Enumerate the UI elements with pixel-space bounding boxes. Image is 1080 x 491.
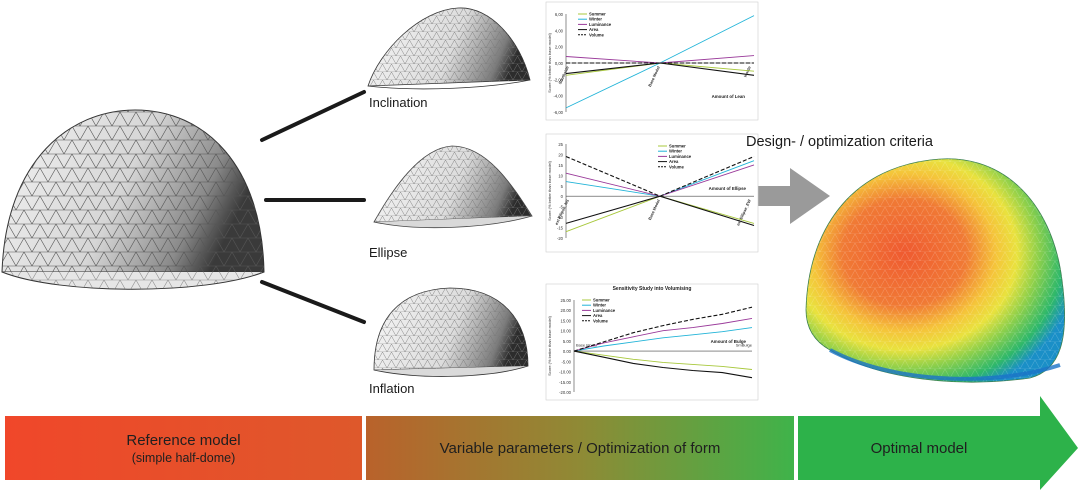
ellipse-legend-entry: Luminance xyxy=(669,154,692,159)
inflation-series-summer xyxy=(573,350,753,370)
ellipse-series-volume xyxy=(565,155,755,197)
inclination-dome xyxy=(367,7,531,90)
bottom-band xyxy=(5,396,1078,490)
inflation-legend-entry: Volume xyxy=(593,318,608,323)
inclination-legend-entry: Volume xyxy=(589,32,604,37)
inclination-y-tick: -2,00 xyxy=(553,77,563,82)
inflation-y-tick: 25.00 xyxy=(561,298,572,303)
inflation-dome xyxy=(373,287,529,377)
inflation-chart-frame xyxy=(545,283,759,401)
inflation-series-volume xyxy=(573,306,753,352)
ellipse-y-tick: 0 xyxy=(561,194,564,199)
ellipse-y-label: Score (% better than base model) xyxy=(547,160,552,220)
inflation-series-area xyxy=(573,350,753,379)
inflation-y-tick: -15.00 xyxy=(559,380,572,385)
inclination-x-title: Amount of Lean xyxy=(712,94,746,99)
criteria-label: Design- / optimization criteria xyxy=(746,134,933,150)
inflation-x-label: Base Model xyxy=(576,342,597,347)
ellipse-legend-entry: Winter xyxy=(669,149,682,154)
ellipse-chart: 25 20 15 10 5 0 -5 -10 -15 -20 Score (% better tha… xyxy=(545,133,759,253)
inflation-y-tick: 20.00 xyxy=(561,308,572,313)
ellipse-y-tick: -10 xyxy=(557,215,564,220)
ellipse-x-title: Amount of Ellipse xyxy=(709,186,747,191)
inclination-y-tick: 6,00 xyxy=(555,12,564,17)
band-variable-title: Variable parameters / Optimization of fo… xyxy=(439,439,721,457)
inflation-legend-entry: Area xyxy=(593,313,603,318)
inflation-legend-entry: Summer xyxy=(593,298,610,303)
inflation-x-label: SmBulge xyxy=(736,342,753,347)
ellipse-y-tick: -20 xyxy=(557,236,564,241)
band-variable: Variable parameters / Optimization of fo… xyxy=(366,416,794,480)
inclination-legend-entry: Winter xyxy=(589,17,602,22)
inflation-y-tick: -10.00 xyxy=(559,370,572,375)
inflation-x-title: Amount of Bulge xyxy=(711,339,747,344)
ellipse-label: Ellipse xyxy=(369,245,408,260)
inflation-y-tick: 5.00 xyxy=(563,339,572,344)
ellipse-y-tick: 15 xyxy=(558,163,563,168)
ellipse-y-tick: -5 xyxy=(559,205,563,210)
inclination-legend-entry: Area xyxy=(589,27,599,32)
ellipse-dome xyxy=(373,145,533,229)
optimal-model xyxy=(805,158,1065,383)
band-reference-sub: (simple half-dome) xyxy=(131,450,236,465)
ellipse-legend-entry: Volume xyxy=(669,164,684,169)
inflation-y-tick: -5.00 xyxy=(561,359,571,364)
reference-dome xyxy=(1,109,265,290)
inflation-label: Inflation xyxy=(369,381,415,396)
inclination-y-label: Score (% better than base model) xyxy=(547,32,552,92)
inclination-y-tick: 4,00 xyxy=(555,28,564,33)
ellipse-y-tick: 25 xyxy=(558,142,563,147)
inflation-y-tick: -20.00 xyxy=(559,390,572,395)
ellipse-y-tick: 20 xyxy=(558,152,563,157)
band-reference-title: Reference model xyxy=(126,431,241,449)
inflation-series-winter xyxy=(573,327,753,352)
ellipse-y-tick: 5 xyxy=(561,184,564,189)
inclination-y-tick: 0,00 xyxy=(555,61,564,66)
inclination-x-label: Inside xyxy=(742,65,752,78)
gray-arrow xyxy=(748,168,830,224)
inflation-legend-entry: Winter xyxy=(593,303,606,308)
ellipse-legend-entry: Area xyxy=(669,159,679,164)
connector-lines xyxy=(260,90,366,324)
inflation-series-luminance xyxy=(573,317,753,352)
inclination-legend-entry: Summer xyxy=(589,12,606,17)
inflation-y-label: Score (% better than base model) xyxy=(547,315,552,375)
band-optimal-title: Optimal model xyxy=(870,439,968,457)
ellipse-y-tick: -15 xyxy=(557,226,564,231)
inflation-legend-entry: Luminance xyxy=(593,308,616,313)
inflation-title: Sensitivity Study into Volumising xyxy=(613,286,692,292)
inflation-chart: 25.00 20.00 15.00 10.00 5.00 0.00 -5.00 -10.00 -… xyxy=(545,283,759,401)
band-optimal: Optimal model xyxy=(798,416,1040,480)
inflation-y-tick: 10.00 xyxy=(561,329,572,334)
inflation-y-tick: 15.00 xyxy=(561,318,572,323)
inclination-chart: 6,00 4,00 2,00 0,00 -2,00 -4,00 -6,00 Score (% … xyxy=(545,1,759,121)
ellipse-y-tick: 10 xyxy=(558,173,563,178)
inclination-y-tick: -6,00 xyxy=(553,110,563,115)
ellipse-legend-entry: Summer xyxy=(669,144,686,149)
inclination-y-tick: -4,00 xyxy=(553,94,563,99)
inflation-y-tick: 0.00 xyxy=(563,349,572,354)
inclination-legend-entry: Luminance xyxy=(589,22,612,27)
inclination-label: Inclination xyxy=(369,95,428,110)
inclination-y-tick: 2,00 xyxy=(555,45,564,50)
band-reference: Reference model (simple half-dome) xyxy=(5,416,362,480)
